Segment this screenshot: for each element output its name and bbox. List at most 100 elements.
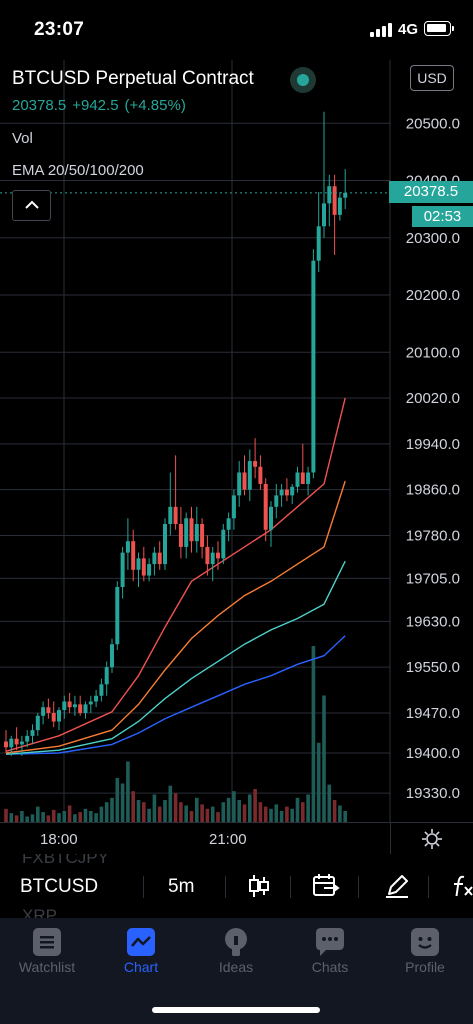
collapse-legend-button[interactable] [12,190,51,221]
calendar-replay-icon[interactable] [312,873,340,899]
candle-body [62,701,67,711]
candle-body [263,483,268,530]
volume-bar [311,646,316,822]
volume-bar [83,808,88,822]
volume-bar [338,805,342,822]
candle-body [322,203,326,227]
volume-bar [4,808,8,822]
candle-body [306,472,311,484]
candle-body [226,518,231,530]
bar-countdown-tag: 02:53 [412,206,473,227]
ema-indicator-label[interactable]: EMA 20/50/100/200 [12,162,144,179]
candle-body [99,684,104,696]
chevron-up-icon [25,200,39,209]
candle-body [327,186,332,204]
watchlist-icon [33,928,61,956]
toolbar-separator [290,876,291,898]
tab-label: Ideas [218,959,254,975]
chart-area[interactable]: 20500.020400.020300.020200.020100.020020… [0,60,473,822]
candle-body [88,701,93,705]
cellular-signal-icon [370,23,394,37]
candle-body [30,730,35,736]
price-tick-label: 20020.0 [406,390,460,407]
candle-body [94,695,99,702]
volume-bar [9,813,14,822]
volume-bar [136,800,141,822]
indicators-fx-icon[interactable] [452,873,473,899]
symbol-picker-next: XRP [22,906,57,918]
price-tick-label: 20100.0 [406,344,460,361]
volume-bar [78,812,82,822]
volume-bar [332,800,337,822]
volume-bar [248,794,252,822]
volume-bar [99,806,104,822]
symbol-title[interactable]: BTCUSD Perpetual Contract [12,68,254,89]
chart-settings-gear-icon[interactable] [421,828,443,850]
price-tick-label: 19400.0 [406,745,460,762]
ema200-line [5,635,346,755]
candle-body [178,524,183,547]
candle-body [110,644,114,668]
tab-ideas[interactable]: Ideas [189,928,283,975]
volume-bar [120,783,125,822]
status-bar: 23:07 4G [0,0,473,60]
volume-bar [210,806,215,822]
candle-body [173,506,178,525]
volume-bar [205,808,210,822]
volume-bar [163,800,167,822]
currency-button[interactable]: USD [410,65,454,91]
volume-bar [279,811,284,822]
time-tick-label: 18:00 [40,831,78,848]
ema50-line [5,480,346,754]
tab-profile[interactable]: Profile [378,928,472,975]
candle-body [290,486,295,496]
volume-bar [237,800,241,822]
tab-label: Chats [311,959,349,975]
candle-body [337,197,342,215]
candle-body [247,461,252,490]
candle-body [258,466,263,484]
volume-bar [226,797,231,822]
candle-body [284,489,289,496]
volume-indicator-label[interactable]: Vol [12,130,33,147]
candle-body [216,552,220,559]
tab-chart[interactable]: Chart [94,928,188,975]
chart-icon [127,928,155,956]
symbol-picker[interactable]: BTCUSD [20,876,99,897]
drawing-tools-pen-icon[interactable] [384,873,410,899]
toolbar-separator [143,876,144,898]
price-tick-label: 19940.0 [406,436,460,453]
volume-bar [168,785,173,822]
candle-body [194,524,199,542]
price-tick-label: 19780.0 [406,527,460,544]
candle-body [72,704,77,708]
candle-body [104,667,109,685]
candle-body [205,546,210,565]
volume-bar [242,804,247,822]
candle-body [253,461,258,467]
volume-bar [14,815,19,822]
volume-bar [104,802,109,822]
candle-body [141,558,146,576]
volume-bar [232,791,236,822]
tab-chats[interactable]: Chats [283,928,377,975]
volume-bar [285,806,289,822]
volume-bar [51,809,56,822]
volume-bar [221,802,226,822]
volume-bar [306,794,310,822]
tab-watchlist[interactable]: Watchlist [0,928,94,975]
candle-body [19,741,24,745]
price-tick-label: 19630.0 [406,613,460,630]
candlestick-chart-type-icon[interactable] [248,873,270,899]
candle-body [51,712,56,722]
candle-body [221,529,226,559]
time-axis[interactable]: 18:00 21:00 [0,822,473,855]
price-chart[interactable]: 20500.020400.020300.020200.020100.020020… [0,60,473,822]
volume-bar [94,813,98,822]
interval-button[interactable]: 5m [168,876,195,897]
candle-body [67,701,72,708]
volume-bar [41,812,45,822]
tab-label: Profile [405,959,445,975]
candle-body [300,472,305,484]
candle-body [237,472,242,496]
